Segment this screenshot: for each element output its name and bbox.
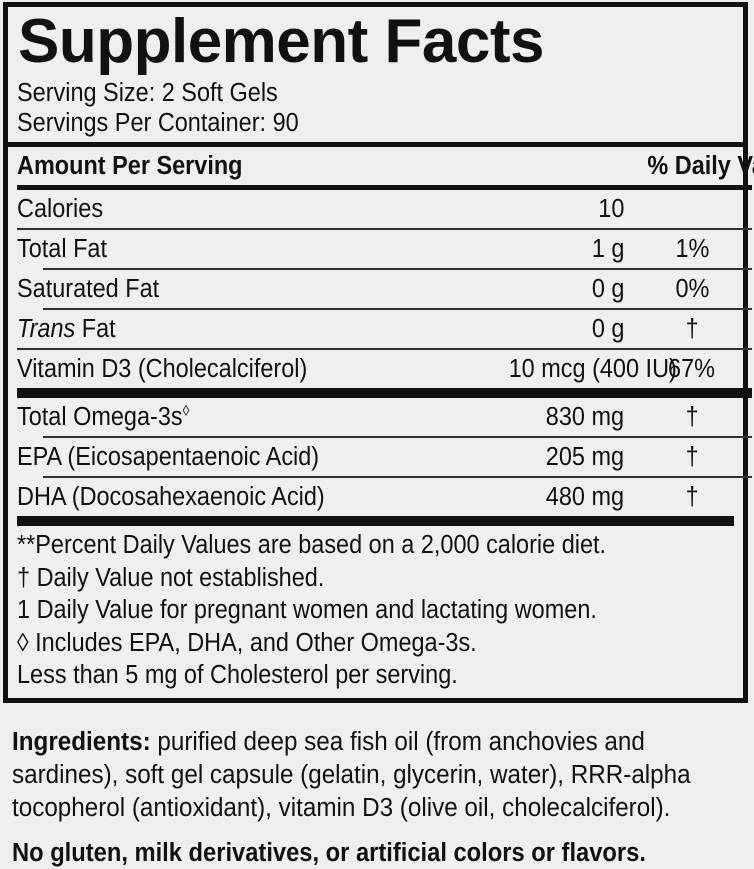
row-amount-total-omega-3s: 830 mg [545,403,624,431]
table-row-dha: DHA (Docosahexaenoic Acid) 480 mg † [17,478,752,516]
row-dv-dha: † [685,483,699,511]
table-row-epa: EPA (Eicosapentaenoic Acid) 205 mg † [17,438,752,476]
thick-bar-above-footnotes [17,516,734,526]
footnote-one: 1 Daily Value for pregnant women and lac… [17,596,597,624]
row-label-total-omega-3s: Total Omega-3s◊ [17,403,190,431]
row-amount-dha: 480 mg [545,483,624,511]
row-dv-calories [632,190,752,228]
table-row-saturated-fat: Saturated Fat 0 g 0% [17,270,752,308]
row-label-epa: EPA (Eicosapentaenoic Acid) [17,443,320,471]
ingredients-body: purified deep sea fish oil (from anchovi… [12,728,691,822]
row-label-dha: DHA (Docosahexaenoic Acid) [17,483,325,511]
table-header-row: Amount Per Serving % Daily Value**1 [17,147,754,185]
rule-under-header [17,185,752,190]
row-dv-epa: † [685,443,699,471]
row-dv-total-omega-3s: † [685,403,699,431]
footnote-percent-daily-values: **Percent Daily Values are based on a 2,… [17,531,607,559]
footnotes-block: **Percent Daily Values are based on a 2,… [17,526,734,698]
footnote-diamond: ◊ Includes EPA, DHA, and Other Omega-3s. [17,628,477,657]
footnote-cholesterol: Less than 5 mg of Cholesterol per servin… [17,661,458,689]
ingredients-block: Ingredients: purified deep sea fish oil … [12,726,744,869]
nutrition-table: Amount Per Serving % Daily Value**1 Calo… [17,147,754,516]
row-dv-saturated-fat: 0% [675,275,709,303]
rule-above-table [8,142,743,147]
page-title: Supplement Facts [18,7,545,76]
row-dv-trans-fat: † [685,315,699,343]
supplement-facts-panel: Supplement Facts Serving Size: 2 Soft Ge… [3,2,754,703]
serving-size-line: Serving Size: 2 Soft Gels [17,79,278,107]
free-from-claims: No gluten, milk derivatives, or artifici… [12,839,646,867]
footnote-dagger: † Daily Value not established. [17,563,325,592]
table-row-trans-fat: Trans Fat 0 g † [17,310,752,348]
row-amount-vitamin-d3: 10 mcg (400 IU) [508,355,677,383]
row-label-calories: Calories [17,195,104,223]
row-dv-total-fat: 1% [675,235,709,263]
row-dv-vitamin-d3: 67% [668,355,716,383]
row-label-vitamin-d3: Vitamin D3 (Cholecalciferol) [17,355,308,383]
servings-per-container-line: Servings Per Container: 90 [17,109,299,137]
rule-under-epa [17,476,752,478]
table-row-calories: Calories 10 [17,190,752,228]
rule-under-trans-fat [17,348,752,350]
header-amount-spacer [469,147,632,185]
row-label-saturated-fat: Saturated Fat [17,275,160,303]
row-label-total-fat: Total Fat [17,235,107,263]
ingredients-label: Ingredients: [12,728,151,756]
row-label-trans-fat: Trans Fat [17,315,116,343]
amount-per-serving-header: Amount Per Serving [17,152,243,180]
daily-value-header: % Daily Value**1 [647,152,754,180]
row-amount-saturated-fat: 0 g [591,275,624,303]
table-row-vitamin-d3: Vitamin D3 (Cholecalciferol) 10 mcg (400… [17,350,752,388]
thick-bar-above-omega [17,388,752,398]
row-amount-total-fat: 1 g [591,235,624,263]
rule-under-total-fat [17,268,752,270]
rule-under-saturated-fat [17,308,752,310]
table-row-total-omega-3s: Total Omega-3s◊ 830 mg † [17,398,752,436]
row-amount-calories: 10 [597,195,624,223]
row-amount-epa: 205 mg [545,443,624,471]
rule-under-total-omega-3s [17,436,752,438]
ingredients-text: Ingredients: purified deep sea fish oil … [12,726,744,825]
rule-under-calories [17,228,752,230]
row-amount-trans-fat: 0 g [591,315,624,343]
table-row-total-fat: Total Fat 1 g 1% [17,230,752,268]
diamond-icon: ◊ [182,403,190,420]
